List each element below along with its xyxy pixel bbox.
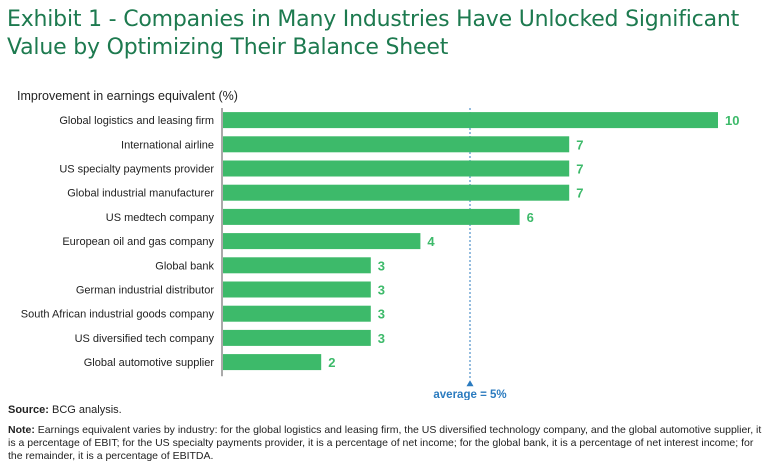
data-label: 6 xyxy=(527,210,534,225)
bar xyxy=(223,136,570,153)
data-label: 7 xyxy=(576,137,583,152)
note-text: Earnings equivalent varies by industry: … xyxy=(8,424,762,462)
bar xyxy=(223,257,371,274)
category-label: International airline xyxy=(121,139,214,151)
data-label: 10 xyxy=(725,113,739,128)
bar xyxy=(223,329,371,346)
bar xyxy=(223,184,570,201)
data-label: 3 xyxy=(378,307,385,322)
category-label: Global automotive supplier xyxy=(84,357,215,369)
bar xyxy=(223,305,371,322)
page-title: Exhibit 1 - Companies in Many Industries… xyxy=(7,7,740,60)
bar xyxy=(223,354,322,371)
data-label: 4 xyxy=(427,234,435,249)
bar xyxy=(223,160,570,177)
bar xyxy=(223,112,718,129)
category-label: US specialty payments provider xyxy=(59,164,214,176)
note-label: Note: xyxy=(8,424,35,436)
data-label: 3 xyxy=(378,283,385,298)
source-label: Source: xyxy=(8,404,49,416)
category-label: Global industrial manufacturer xyxy=(67,188,214,200)
category-label: US medtech company xyxy=(106,212,215,224)
data-label: 2 xyxy=(328,355,335,370)
average-arrow-icon xyxy=(466,380,474,387)
bar xyxy=(223,281,371,298)
source-line: Source: BCG analysis. xyxy=(8,404,122,416)
average-label: average = 5% xyxy=(433,389,506,400)
source-text: BCG analysis. xyxy=(52,404,122,416)
category-label: Global bank xyxy=(155,260,214,272)
data-label: 7 xyxy=(576,186,583,201)
category-label: German industrial distributor xyxy=(76,285,215,297)
data-label: 7 xyxy=(576,162,583,177)
chart-subtitle: Improvement in earnings equivalent (%) xyxy=(17,89,238,103)
data-label: 3 xyxy=(378,331,385,346)
bar-chart: Global logistics and leasing firm 10 Inter… xyxy=(21,108,739,400)
note-line: Note: Earnings equivalent varies by indu… xyxy=(8,424,764,463)
data-label: 3 xyxy=(378,258,385,273)
category-label: Global logistics and leasing firm xyxy=(59,115,214,127)
category-label: US diversified tech company xyxy=(75,333,215,345)
category-label: European oil and gas company xyxy=(62,236,214,248)
bar xyxy=(223,233,421,250)
bar xyxy=(223,208,520,225)
category-label: South African industrial goods company xyxy=(21,309,215,321)
